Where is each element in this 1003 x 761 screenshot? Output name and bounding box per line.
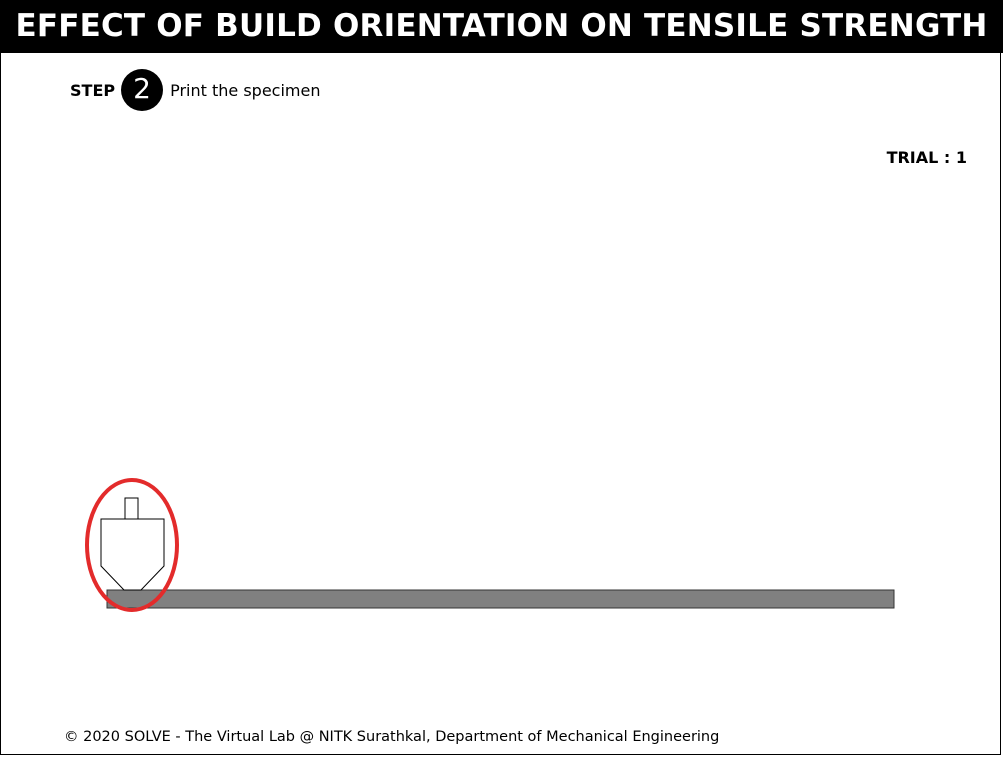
highlight-ellipse <box>85 478 179 612</box>
step-instruction: Print the specimen <box>170 80 321 100</box>
page-title: EFFECT OF BUILD ORIENTATION ON TENSILE S… <box>0 0 1003 53</box>
nozzle-body <box>100 518 165 591</box>
step-number-badge: 2 <box>121 69 164 111</box>
print-head[interactable] <box>100 497 165 591</box>
print-bed <box>106 589 895 609</box>
step-indicator: STEP 2 Print the specimen <box>70 69 321 111</box>
trial-counter: TRIAL : 1 <box>886 148 967 167</box>
filament-feed <box>124 497 139 520</box>
step-label: STEP <box>70 80 116 100</box>
footer-copyright: © 2020 SOLVE - The Virtual Lab @ NITK Su… <box>64 729 720 745</box>
